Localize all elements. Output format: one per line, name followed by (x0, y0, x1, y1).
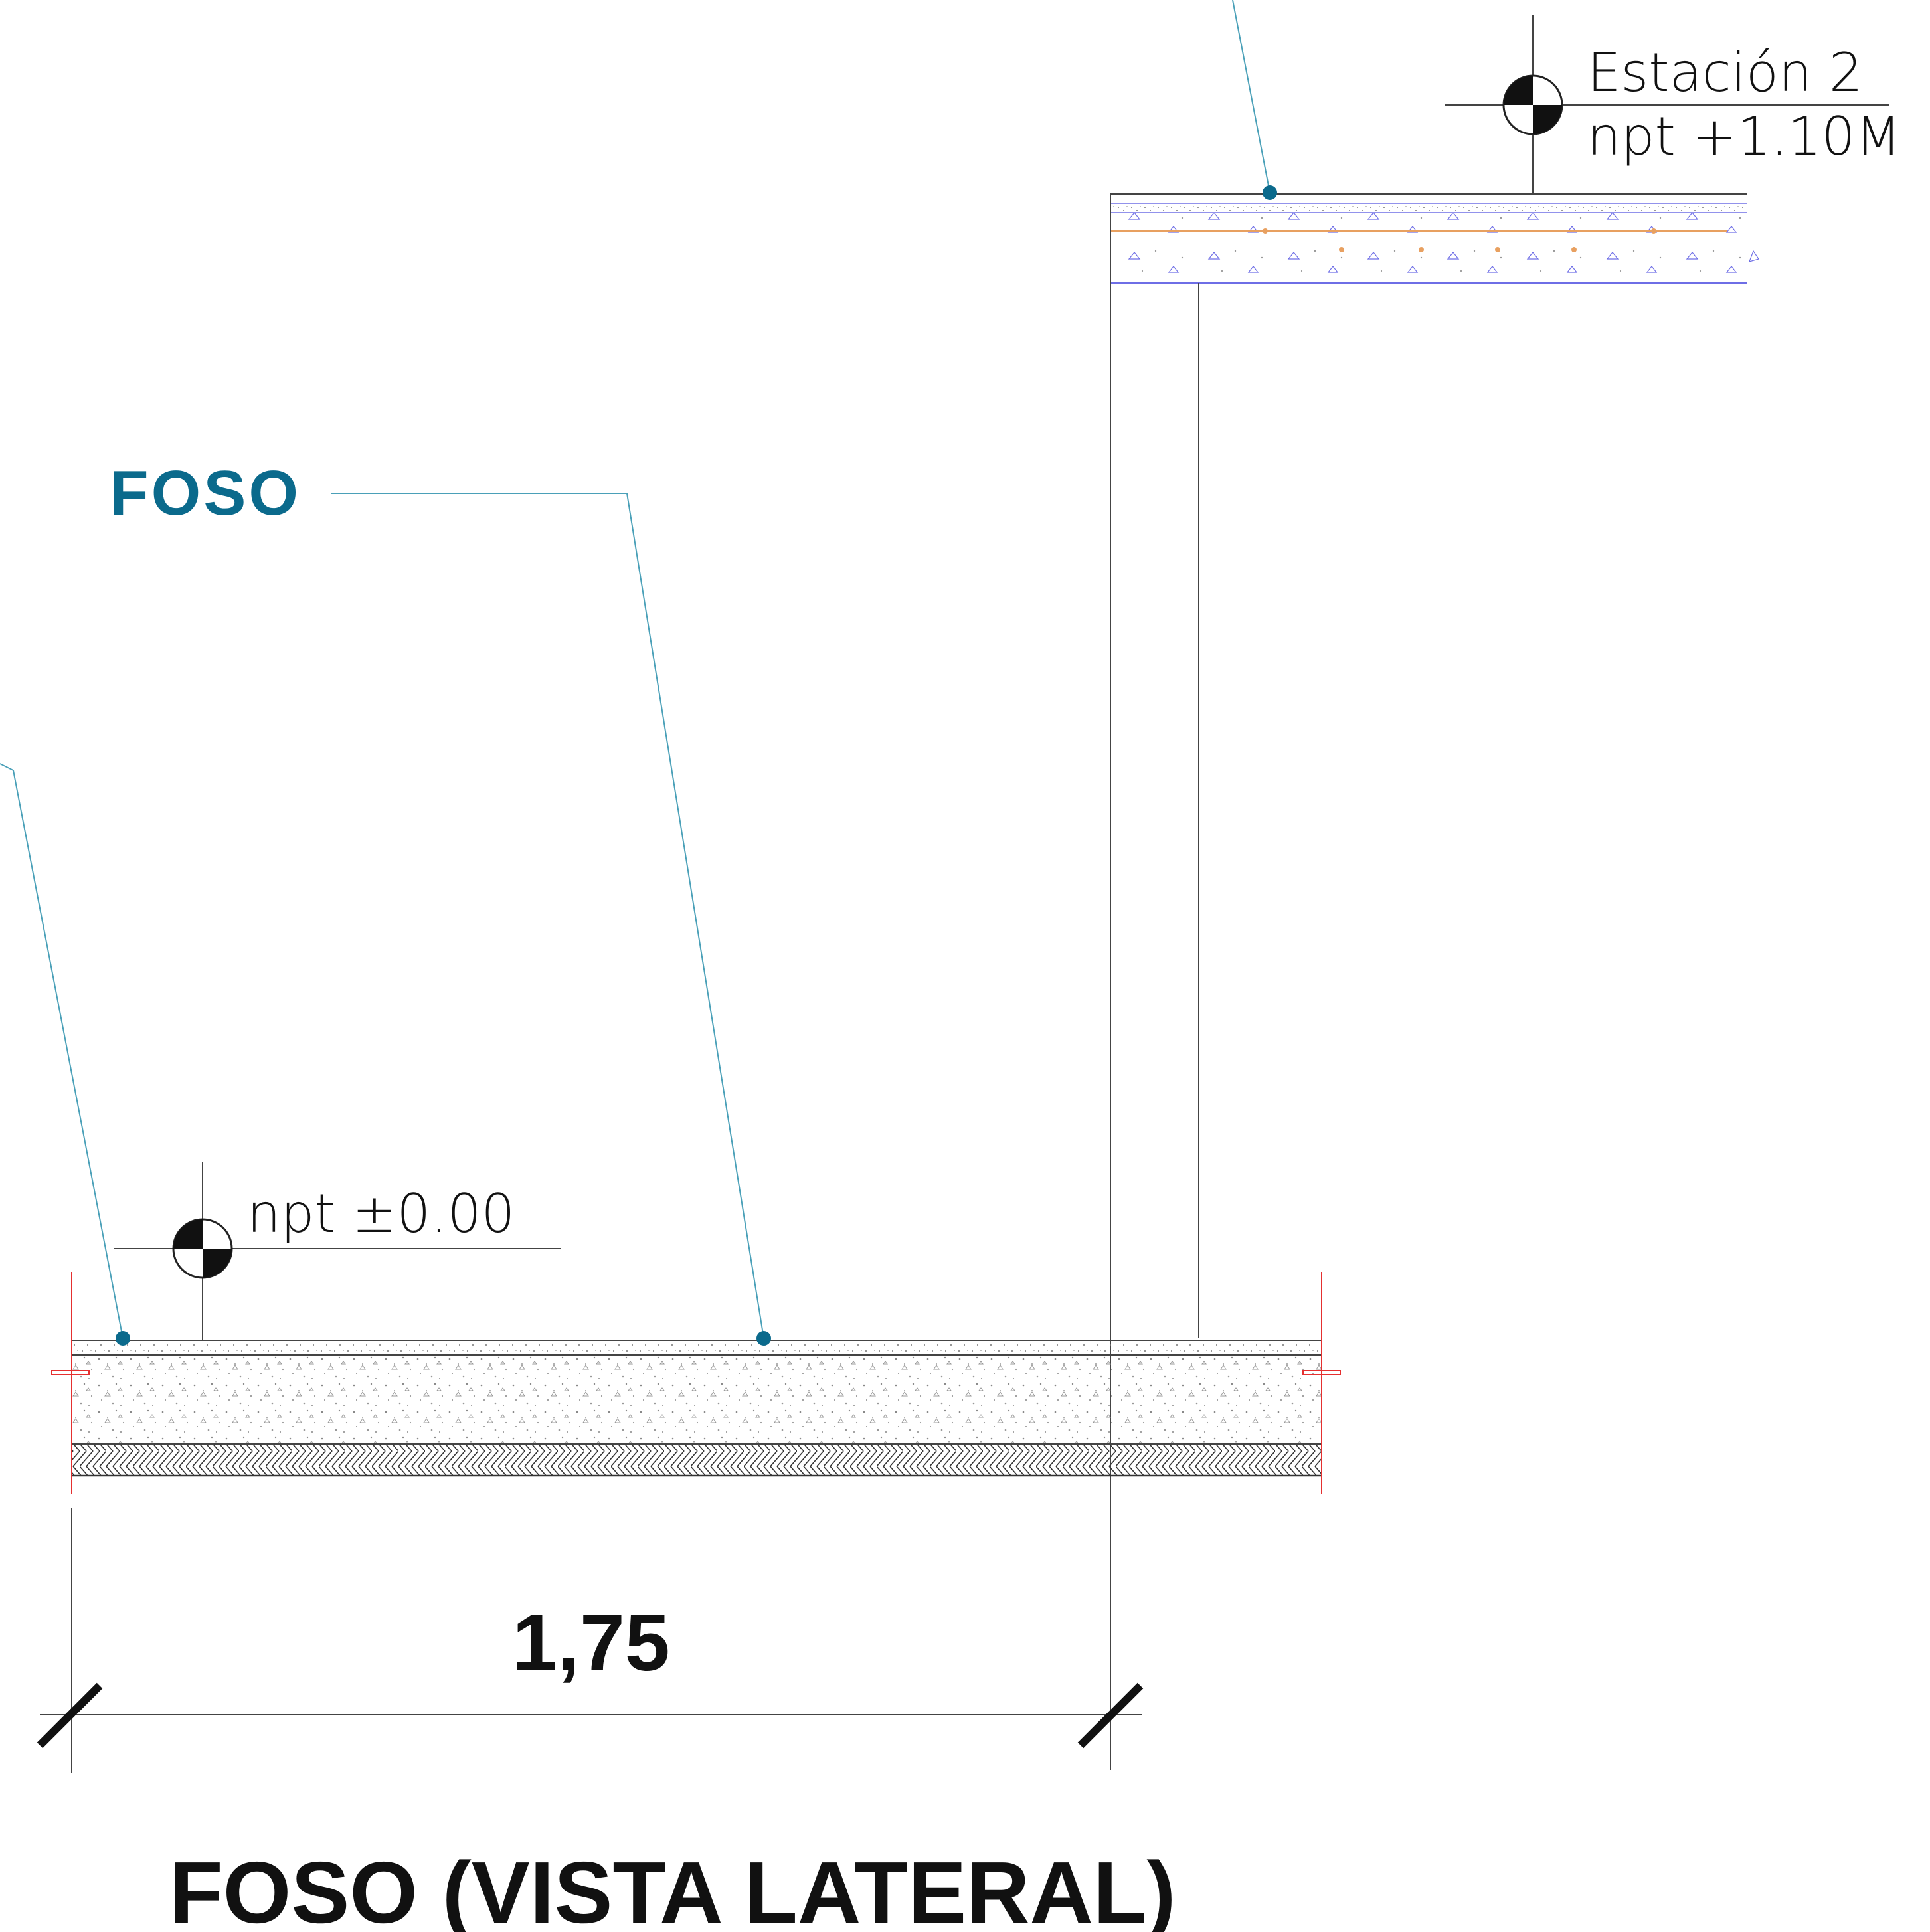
drawing-title: FOSO (VISTA LATERAL) (169, 1844, 1176, 1932)
level-upper-value: npt +1.10M (1587, 106, 1901, 167)
rebar-marks (1263, 228, 1656, 252)
level-upper-name: Estación 2 (1587, 42, 1863, 104)
leader-lines (0, 0, 1271, 1339)
wall (1110, 194, 1199, 1770)
level-lower-value: npt ±0.00 (247, 1183, 515, 1245)
callout-label-foso: FOSO (110, 458, 301, 529)
dimension-line (37, 1508, 1144, 1773)
leader-dots (116, 185, 1277, 1346)
level-marker-upper (1445, 15, 1889, 194)
cut-lines (51, 1272, 1341, 1494)
level-marker-lower (114, 1162, 561, 1340)
dimension-value: 1,75 (512, 1597, 669, 1688)
floor-slab (51, 1272, 1341, 1494)
upper-slab (1110, 193, 1759, 284)
